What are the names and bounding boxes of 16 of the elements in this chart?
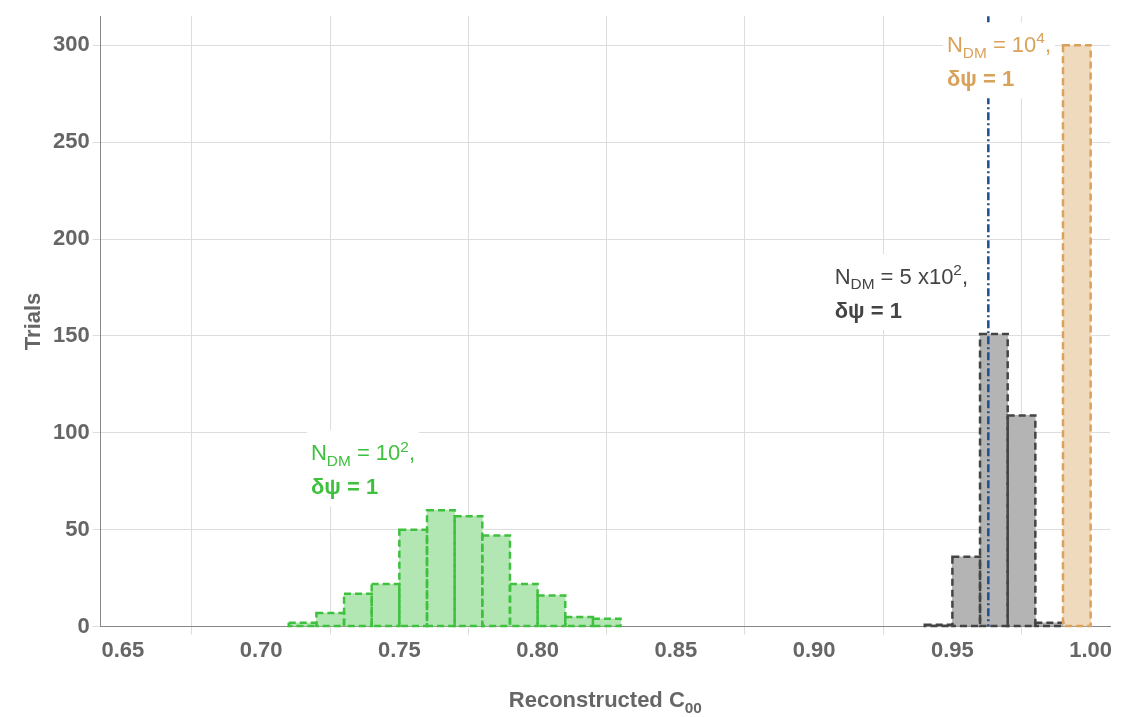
x-tick-label: 0.80 [516, 636, 560, 662]
y-tick-label: 50 [65, 515, 90, 541]
x-tick-label: 0.65 [101, 636, 145, 662]
x-tick-label: 0.75 [377, 636, 421, 662]
x-tick-label: 0.90 [792, 636, 836, 662]
x-tick-label: 0.85 [654, 636, 698, 662]
y-tick-label: 100 [52, 418, 90, 444]
x-tick-label: 0.95 [930, 636, 974, 662]
x-tick-label: 0.70 [239, 636, 283, 662]
y-tick-label: 300 [52, 31, 90, 57]
y-tick-label: 200 [52, 225, 90, 251]
y-tick-label: 0 [77, 612, 90, 638]
y-tick-label: 150 [52, 322, 90, 347]
y-axis-title: Trials [20, 292, 45, 351]
x-tick-label: 1.00 [1069, 636, 1113, 662]
y-tick-label: 250 [52, 128, 90, 154]
